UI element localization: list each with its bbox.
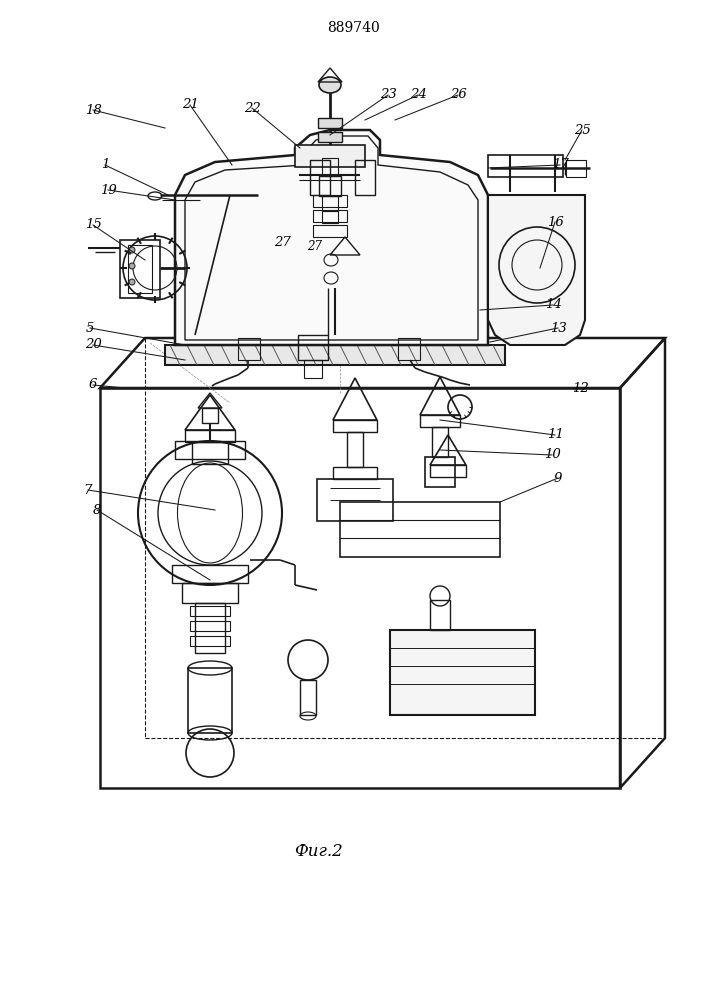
Bar: [300, 680, 316, 715]
Polygon shape: [175, 130, 488, 345]
Bar: [319, 176, 341, 196]
Bar: [318, 132, 342, 142]
Circle shape: [129, 279, 135, 285]
Text: 15: 15: [85, 219, 101, 232]
Text: 23: 23: [380, 89, 397, 102]
Text: 8: 8: [93, 504, 101, 516]
Bar: [317, 479, 393, 521]
Bar: [188, 668, 232, 733]
Bar: [175, 441, 245, 459]
Text: 12: 12: [572, 381, 588, 394]
Bar: [185, 430, 235, 442]
Text: 19: 19: [100, 184, 117, 196]
Circle shape: [129, 263, 135, 269]
Text: 9: 9: [554, 472, 562, 485]
Bar: [322, 196, 338, 211]
Bar: [190, 636, 230, 646]
Bar: [313, 210, 347, 222]
Bar: [430, 465, 466, 477]
Text: 25: 25: [573, 123, 590, 136]
Text: Фиг.2: Фиг.2: [293, 844, 342, 860]
Bar: [238, 338, 260, 360]
Text: 21: 21: [182, 99, 199, 111]
Bar: [192, 442, 228, 464]
Text: 11: 11: [547, 428, 563, 442]
Bar: [172, 565, 248, 583]
Text: 16: 16: [547, 216, 563, 229]
Bar: [322, 211, 338, 223]
Bar: [425, 457, 455, 487]
Bar: [100, 388, 620, 788]
Bar: [432, 427, 448, 457]
Bar: [298, 335, 328, 360]
Text: 20: 20: [85, 338, 101, 352]
Text: 6: 6: [89, 378, 97, 391]
Bar: [190, 606, 230, 616]
Text: 7: 7: [84, 484, 92, 496]
Text: 10: 10: [544, 448, 561, 462]
Bar: [322, 158, 338, 176]
Text: 14: 14: [544, 298, 561, 312]
Text: 22: 22: [244, 102, 260, 114]
Bar: [333, 420, 377, 432]
Text: 1: 1: [101, 158, 109, 172]
Bar: [190, 621, 230, 631]
Bar: [566, 160, 586, 177]
Bar: [128, 245, 152, 293]
Circle shape: [129, 247, 135, 253]
Text: 889740: 889740: [327, 21, 380, 35]
Text: 26: 26: [450, 89, 467, 102]
Text: 27: 27: [308, 240, 322, 253]
Polygon shape: [488, 195, 585, 345]
Bar: [313, 225, 347, 237]
Bar: [120, 240, 160, 298]
Bar: [333, 467, 377, 479]
Text: 18: 18: [85, 104, 101, 116]
Bar: [310, 160, 330, 195]
Bar: [420, 415, 460, 427]
Bar: [182, 583, 238, 603]
Bar: [202, 408, 218, 423]
Text: 24: 24: [409, 89, 426, 102]
Bar: [398, 338, 420, 360]
Bar: [313, 195, 347, 207]
Bar: [195, 603, 225, 653]
Bar: [390, 630, 535, 715]
Text: 17: 17: [551, 158, 568, 172]
Text: 27: 27: [274, 236, 291, 249]
Bar: [347, 432, 363, 467]
Bar: [488, 155, 563, 177]
Bar: [340, 502, 500, 557]
Text: 5: 5: [86, 322, 94, 334]
Ellipse shape: [319, 77, 341, 93]
Bar: [318, 118, 342, 128]
Bar: [355, 160, 375, 195]
Bar: [165, 345, 505, 365]
Bar: [295, 145, 365, 167]
Bar: [430, 600, 450, 630]
Text: 13: 13: [549, 322, 566, 334]
Bar: [304, 360, 322, 378]
Bar: [320, 145, 340, 155]
